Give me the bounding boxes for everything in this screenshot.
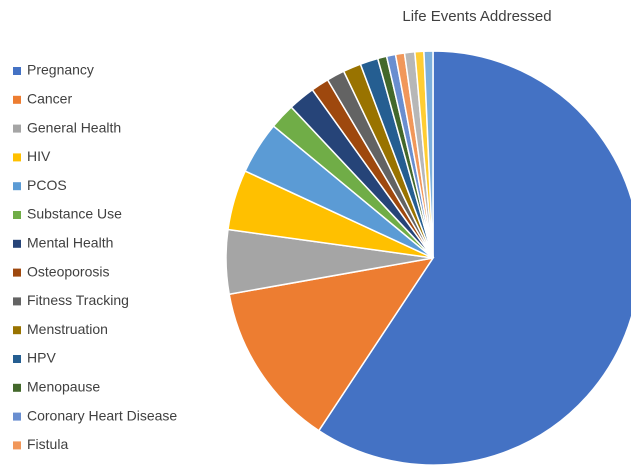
legend-label: Substance Use [27, 206, 122, 222]
pie-slice [423, 50, 434, 259]
legend-swatch [13, 326, 21, 335]
legend-label: Coronary Heart Disease [27, 407, 177, 423]
legend-label: Cancer [27, 91, 72, 107]
legend-label: Mental Health [27, 235, 113, 251]
legend-swatch [13, 124, 21, 133]
legend-label: Fistula [27, 436, 68, 452]
pie-slice [317, 50, 631, 466]
legend-swatch [13, 153, 21, 162]
legend-label: Osteoporosis [27, 263, 109, 279]
legend-swatch [13, 355, 21, 363]
legend-swatch [13, 95, 21, 104]
legend-label: HIV [27, 148, 51, 164]
legend-swatch [13, 297, 21, 306]
legend-label: Pregnancy [27, 62, 94, 78]
legend-swatch [13, 441, 21, 450]
legend-label: Menstruation [27, 321, 108, 337]
legend-swatch [13, 383, 21, 392]
legend-swatch [13, 211, 21, 219]
legend-label: Fitness Tracking [27, 292, 129, 308]
legend-label: Menopause [27, 379, 100, 395]
chart-title: Life Events Addressed [402, 8, 551, 25]
legend-label: General Health [27, 119, 121, 135]
legend-swatch [13, 268, 21, 277]
legend-label: HPV [27, 350, 56, 366]
legend-swatch [13, 412, 21, 421]
legend-label: PCOS [27, 177, 67, 193]
legend-swatch [13, 182, 21, 191]
pie-slice [228, 256, 435, 432]
legend-swatch [13, 67, 21, 75]
legend-swatch [13, 239, 21, 248]
